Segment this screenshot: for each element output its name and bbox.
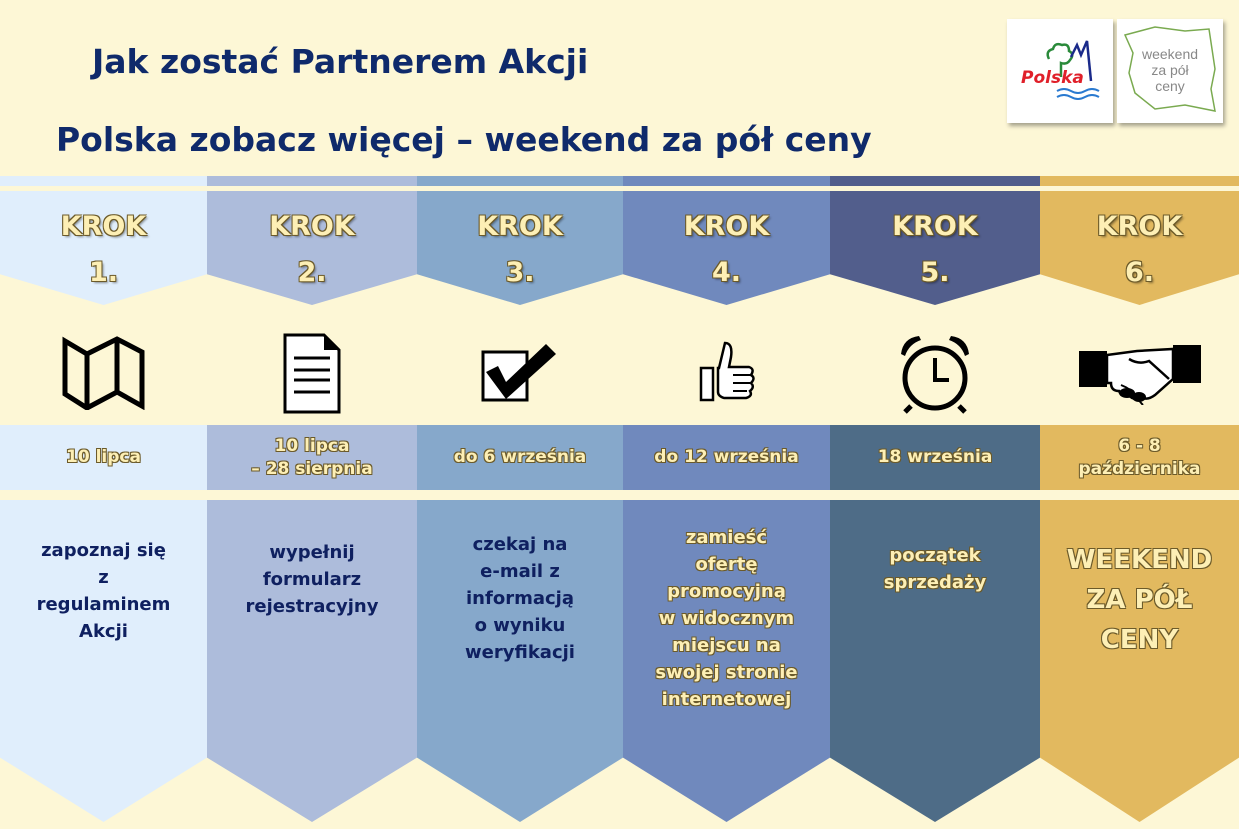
step-number: 1. xyxy=(88,257,119,288)
step-description: wypełnij formularz rejestracyjny xyxy=(245,542,379,617)
step-description: początek sprzedaży xyxy=(883,545,987,593)
page-subtitle: Polska zobacz więcej – weekend za pół ce… xyxy=(56,120,872,159)
step-number: 2. xyxy=(297,257,327,288)
step-top-strip xyxy=(207,176,417,186)
step-date-band xyxy=(830,425,1040,490)
step-description: zapoznaj się z regulaminem Akcji xyxy=(36,540,171,642)
step-label: KROK xyxy=(269,211,355,242)
step-date-band xyxy=(0,425,207,490)
step-4: KROK 4. do 12 września zamieść ofertę pr… xyxy=(623,0,830,829)
step-date: do 6 września xyxy=(453,447,587,467)
step-2: KROK 2. 10 lipca – 28 sierpnia wypełnij … xyxy=(207,0,417,829)
step-date: 10 lipca – 28 sierpnia xyxy=(251,435,373,479)
svg-text:ceny: ceny xyxy=(1155,78,1185,94)
polska-logo: Polska xyxy=(1007,19,1113,123)
step-body-chevron xyxy=(0,500,207,822)
document-icon xyxy=(207,328,417,418)
step-top-strip xyxy=(830,176,1040,186)
svg-text:Polska: Polska xyxy=(1021,68,1084,88)
map-icon xyxy=(0,328,207,418)
step-top-strip xyxy=(417,176,623,186)
step-body-chevron xyxy=(830,500,1040,822)
thumbs-up-icon xyxy=(623,328,830,418)
step-label: KROK xyxy=(1096,211,1183,242)
step-5: KROK 5. 18 września początek sprzedaży xyxy=(830,0,1040,829)
step-description: WEEKEND ZA PÓŁ CENY xyxy=(1066,545,1213,655)
step-description: zamieść ofertę promocyjną w widocznym mi… xyxy=(655,527,798,710)
step-label: KROK xyxy=(60,211,147,242)
step-body-chevron xyxy=(623,500,830,822)
svg-text:za pół: za pół xyxy=(1151,62,1189,78)
step-body-chevron xyxy=(1040,500,1239,822)
step-date: 18 września xyxy=(877,447,993,467)
step-top-strip xyxy=(1040,176,1239,186)
step-date: do 12 września xyxy=(654,447,799,467)
step-date-band xyxy=(417,425,623,490)
step-date-band xyxy=(623,425,830,490)
step-label: KROK xyxy=(477,211,563,242)
step-label: KROK xyxy=(683,211,770,242)
step-label: KROK xyxy=(892,211,978,242)
step-date: 10 lipca xyxy=(66,447,141,467)
step-body-chevron xyxy=(417,500,623,822)
page-title: Jak zostać Partnerem Akcji xyxy=(92,42,589,81)
step-date-band xyxy=(207,425,417,490)
step-top-strip xyxy=(623,176,830,186)
checkbox-icon xyxy=(417,328,623,418)
step-top-strip xyxy=(0,176,207,186)
step-date-band xyxy=(1040,425,1239,490)
step-number: 6. xyxy=(1124,257,1155,288)
step-number: 3. xyxy=(505,257,535,288)
step-number: 5. xyxy=(920,257,950,288)
weekend-za-pol-ceny-logo: weekend za pół ceny xyxy=(1117,19,1223,123)
step-date: 6 - 8 października xyxy=(1078,435,1201,479)
step-number: 4. xyxy=(711,257,742,288)
step-description: czekaj na e-mail z informacją o wyniku w… xyxy=(465,534,575,663)
step-6: KROK 6. 6 - 8 października WEEKEND ZA PÓ… xyxy=(1040,0,1239,829)
svg-text:weekend: weekend xyxy=(1141,46,1198,62)
handshake-icon xyxy=(1040,328,1239,418)
step-1: KROK 1. 10 lipca zapoznaj się z regulami… xyxy=(0,0,207,829)
step-3: KROK 3. do 6 września czekaj na e-mail z… xyxy=(417,0,623,829)
alarm-clock-icon xyxy=(830,328,1040,418)
step-body-chevron xyxy=(207,500,417,822)
